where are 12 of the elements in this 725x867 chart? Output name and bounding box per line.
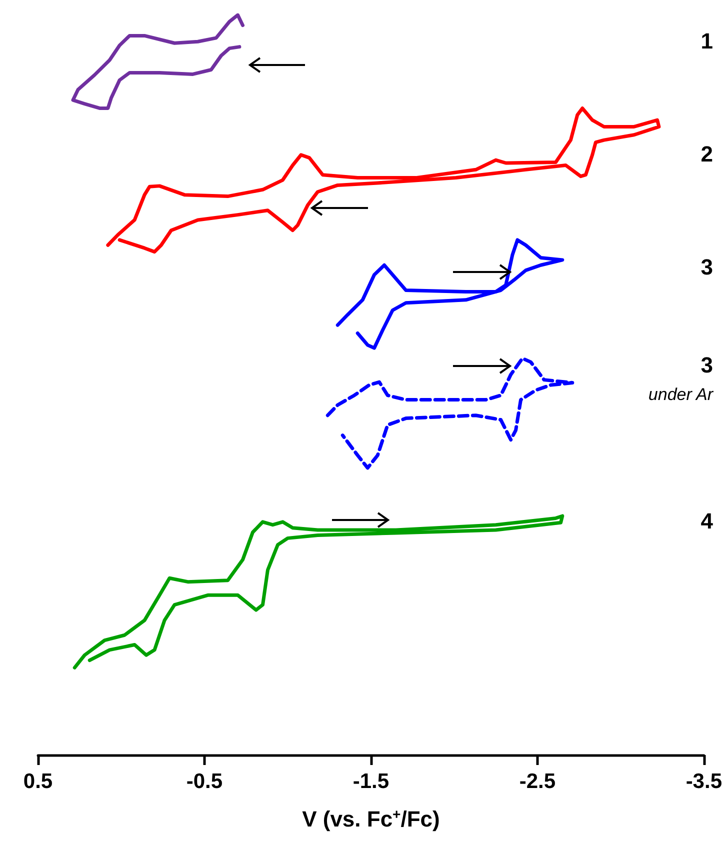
annotation: 2 [700,142,713,166]
annotation: 3 [700,254,713,280]
x-tick-label: -0.5 [186,770,223,793]
x-tick-label: -2.5 [519,770,556,793]
x-axis-title: V (vs. Fc+/Fc) [302,806,440,832]
annotation: 3 [700,352,713,378]
annotation: under Ar [648,385,714,404]
annotation: 4 [700,508,714,534]
x-tick-label: -1.5 [352,770,390,793]
x-tick-label: -3.5 [686,770,722,793]
x-tick-label: 0.5 [23,770,53,793]
annotation: 1 [700,28,713,54]
